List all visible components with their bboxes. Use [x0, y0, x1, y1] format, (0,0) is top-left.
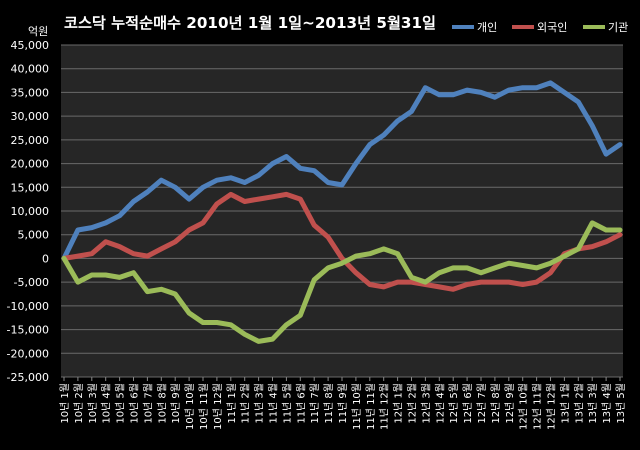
x-tick-label: 10년 10월	[184, 383, 196, 430]
x-tick-label: 12년 9월	[504, 383, 516, 424]
y-tick-label: -15,000	[7, 324, 49, 337]
x-tick-label: 13년 4월	[601, 383, 613, 424]
x-tick-label: 11년 12월	[379, 383, 391, 430]
x-tick-label: 11년 5월	[281, 383, 293, 424]
x-tick-label: 13년 3월	[587, 383, 599, 424]
x-tick-label: 10년 6월	[129, 383, 141, 424]
x-tick-label: 11년 9월	[337, 383, 349, 424]
x-tick-label: 11년 3월	[254, 383, 266, 424]
x-tick-label: 12년 10월	[518, 383, 530, 430]
x-tick-label: 11년 4월	[268, 383, 280, 424]
x-tick-label: 11년 2월	[240, 383, 252, 424]
x-tick-label: 11년 7월	[309, 383, 321, 424]
chart-title: 코스닥 누적순매수 2010년 1월 1일~2013년 5월31일	[64, 14, 436, 32]
y-tick-label: -20,000	[7, 347, 49, 360]
legend-label: 기관	[608, 21, 628, 34]
x-tick-label: 13년 5월	[615, 383, 627, 424]
x-tick-label: 12년 11월	[532, 383, 544, 430]
series-line-3	[61, 220, 623, 344]
x-tick-label: 10년 4월	[101, 383, 113, 424]
y-tick-label: 45,000	[11, 39, 50, 52]
x-tick-label: 12년 6월	[462, 383, 474, 424]
x-tick-label: 11년 8월	[323, 383, 335, 424]
y-tick-label: 5,000	[18, 229, 50, 242]
y-tick-label: 10,000	[11, 205, 50, 218]
x-tick-label: 10년 2월	[73, 383, 85, 424]
y-tick-label: 15,000	[11, 181, 50, 194]
x-tick-label: 10년 7월	[142, 383, 154, 424]
x-tick-label: 12년 8월	[490, 383, 502, 424]
x-tick-label: 10년 12월	[212, 383, 224, 430]
y-tick-label: -25,000	[7, 371, 49, 384]
x-tick-label: 10년 9월	[170, 383, 182, 424]
x-tick-label: 11년 11월	[365, 383, 377, 430]
series-line-1	[61, 80, 623, 261]
x-tick-label: 11년 10월	[351, 383, 363, 430]
x-tick-label: 10년 8월	[156, 383, 168, 424]
y-tick-label: 30,000	[11, 110, 50, 123]
legend-label: 외국인	[537, 21, 567, 34]
x-tick-label: 10년 5월	[115, 383, 127, 424]
y-tick-label: -5,000	[14, 276, 49, 289]
y-tick-label: 25,000	[11, 134, 50, 147]
x-tick-label: 12년 1월	[393, 383, 405, 424]
x-tick-label: 11년 1월	[226, 383, 238, 424]
x-tick-label: 10년 3월	[87, 383, 99, 424]
x-tick-label: 12년 5월	[448, 383, 460, 424]
x-tick-label: 12년 12월	[546, 383, 558, 430]
y-tick-label: -10,000	[7, 300, 49, 313]
x-tick-label: 12년 3월	[420, 383, 432, 424]
x-tick-label: 13년 1월	[559, 383, 571, 424]
series-line-2	[61, 191, 623, 292]
x-tick-label: 13년 2월	[573, 383, 585, 424]
legend-label: 개인	[477, 21, 497, 34]
x-tick-label: 12년 2월	[407, 383, 419, 424]
y-tick-label: 35,000	[11, 86, 50, 99]
x-tick-label: 11년 6월	[295, 383, 307, 424]
x-tick-label: 12년 7월	[476, 383, 488, 424]
y-axis-unit: 억원	[28, 25, 48, 38]
y-tick-label: 40,000	[11, 63, 50, 76]
x-tick-label: 12년 4월	[434, 383, 446, 424]
x-tick-label: 10년 1월	[59, 383, 71, 424]
x-tick-label: 10년 11월	[198, 383, 210, 430]
y-tick-label: 0	[42, 252, 49, 265]
y-tick-label: 20,000	[11, 158, 50, 171]
